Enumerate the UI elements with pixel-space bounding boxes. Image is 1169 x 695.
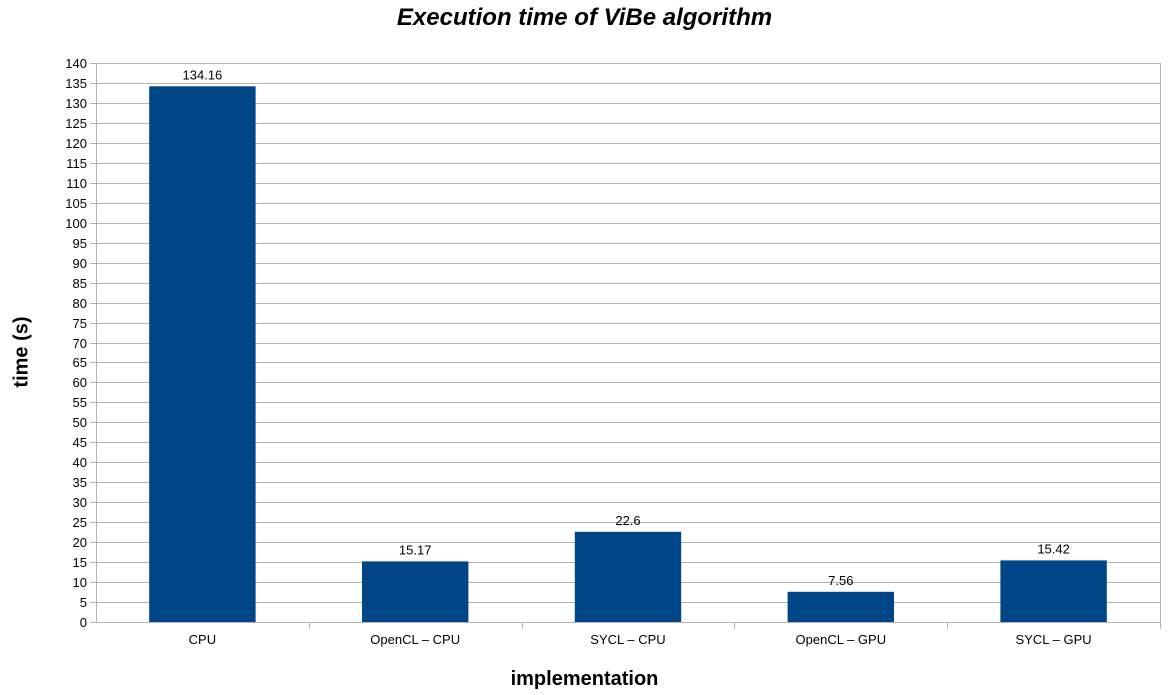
x-tick-label: OpenCL – GPU: [796, 632, 887, 647]
y-tick-label: 15: [73, 555, 87, 570]
y-tick-label: 45: [73, 435, 87, 450]
x-tick-label: SYCL – GPU: [1016, 632, 1092, 647]
labels: 0 5 10 15 20 25 30 35 40 45 50 55 60 65 70 75 80 85 90 95 10…: [65, 56, 1091, 647]
x-tick-label: SYCL – CPU: [590, 632, 665, 647]
chart-title: Execution time of ViBe algorithm: [396, 4, 773, 31]
bar: [1000, 560, 1107, 622]
x-axis-title: implementation: [510, 668, 659, 690]
y-tick-label: 25: [73, 515, 87, 530]
data-label: 15.17: [399, 542, 432, 557]
bar: [574, 531, 682, 622]
x-tick-label: CPU: [189, 632, 216, 647]
y-tick-label: 85: [73, 276, 87, 291]
y-tick-label: 40: [73, 455, 87, 470]
data-label: 22.6: [615, 513, 640, 528]
y-tick-label: 5: [80, 595, 87, 610]
y-tick-label: 135: [65, 76, 87, 91]
bar: [149, 86, 256, 623]
y-tick-label: 35: [73, 475, 87, 490]
y-tick-label: 105: [65, 196, 87, 211]
y-tick-label: 130: [65, 96, 87, 111]
y-tick-label: 90: [73, 256, 87, 271]
bar: [787, 591, 894, 622]
y-tick-label: 65: [73, 355, 87, 370]
x-tick-label: OpenCL – CPU: [370, 632, 460, 647]
y-tick-label: 75: [73, 316, 87, 331]
y-tick-label: 100: [65, 216, 87, 231]
y-tick-label: 10: [73, 575, 87, 590]
y-tick-label: 60: [73, 375, 87, 390]
y-tick-label: 140: [65, 56, 87, 71]
y-tick-label: 110: [66, 176, 87, 191]
data-label: 7.56: [828, 573, 853, 588]
y-tick-label: 95: [73, 236, 87, 251]
axes: [90, 63, 1161, 629]
y-tick-label: 55: [73, 395, 87, 410]
y-tick-label: 50: [73, 415, 87, 430]
y-tick-label: 125: [65, 116, 87, 131]
y-tick-label: 80: [73, 296, 87, 311]
y-tick-label: 120: [65, 136, 87, 151]
y-tick-label: 20: [73, 535, 87, 550]
data-label: 134.16: [183, 67, 223, 82]
y-tick-label: 30: [73, 495, 87, 510]
bars: [149, 86, 1107, 623]
y-tick-label: 70: [73, 336, 87, 351]
y-tick-label: 115: [66, 156, 87, 171]
data-label: 15.42: [1037, 541, 1070, 556]
bar: [362, 561, 469, 622]
y-tick-label: 0: [80, 615, 87, 630]
